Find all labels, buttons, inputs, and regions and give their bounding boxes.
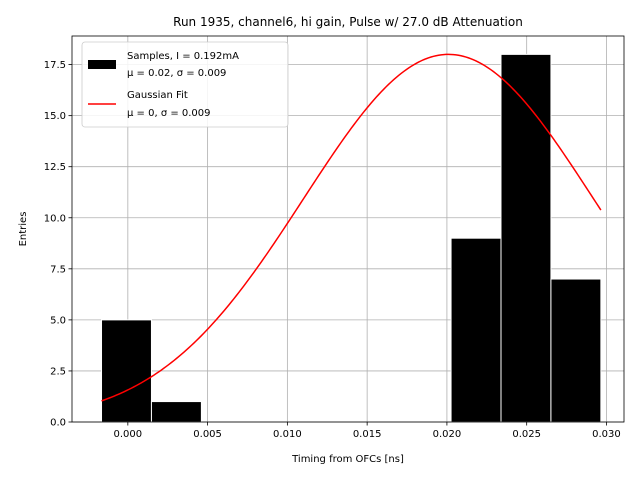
legend-samples-label: Samples, I = 0.192mA [127, 51, 239, 62]
x-tick-label: 0.000 [114, 429, 143, 440]
x-tick-label: 0.015 [353, 429, 382, 440]
y-tick-label: 12.5 [44, 162, 66, 173]
gaussian-fit-curve [101, 53, 602, 402]
x-axis-ticks: 0.000 0.005 0.010 0.015 0.020 0.025 0.030 [114, 422, 621, 440]
histogram-bars [101, 53, 602, 423]
x-tick-label: 0.025 [512, 429, 541, 440]
y-tick-label: 5.0 [50, 315, 66, 326]
y-tick-label: 2.5 [50, 366, 66, 377]
y-axis-label: Entries [18, 212, 29, 247]
legend-fit-label: Gaussian Fit [127, 90, 188, 101]
x-tick-label: 0.005 [193, 429, 222, 440]
y-axis-ticks: 0.0 2.5 5.0 7.5 10.0 12.5 15.0 17.5 [44, 60, 72, 429]
y-tick-label: 17.5 [44, 60, 66, 71]
chart-title: Run 1935, channel6, hi gain, Pulse w/ 27… [173, 15, 523, 29]
histogram-bar [450, 237, 502, 423]
legend: Samples, I = 0.192mA μ = 0.02, σ = 0.009… [81, 41, 289, 128]
y-tick-label: 0.0 [50, 418, 66, 429]
x-tick-label: 0.030 [592, 429, 621, 440]
histogram-bar [550, 278, 602, 423]
histogram-bar [101, 319, 152, 423]
histogram-bar [150, 401, 202, 423]
x-tick-label: 0.020 [433, 429, 462, 440]
y-tick-label: 10.0 [44, 213, 66, 224]
y-tick-label: 7.5 [50, 264, 66, 275]
legend-box [81, 41, 289, 128]
legend-samples-swatch [88, 60, 116, 69]
fit-line [101, 53, 602, 402]
histogram-bar [500, 53, 552, 423]
x-axis-label: Timing from OFCs [ns] [291, 454, 404, 465]
legend-fit-stats: μ = 0, σ = 0.009 [127, 108, 211, 119]
plot-frame [71, 35, 625, 423]
y-tick-label: 15.0 [44, 111, 66, 122]
x-tick-label: 0.010 [273, 429, 302, 440]
legend-samples-stats: μ = 0.02, σ = 0.009 [127, 68, 226, 79]
